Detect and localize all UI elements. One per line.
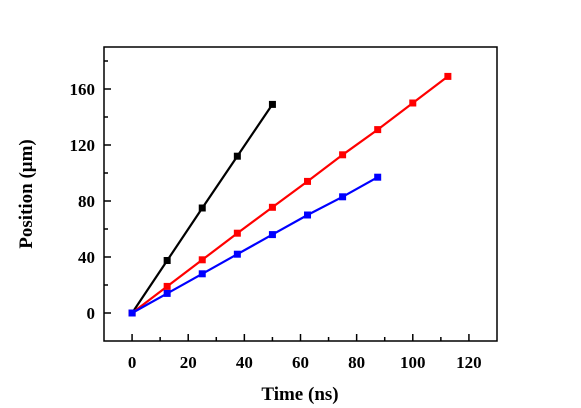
x-tick-label-2: 40 <box>236 353 253 372</box>
data-point <box>163 257 171 264</box>
x-tick-label-0: 0 <box>128 353 137 372</box>
data-point <box>198 270 206 278</box>
series-2 <box>128 173 382 317</box>
data-point <box>198 256 206 264</box>
y-tick-label-4: 160 <box>70 80 96 99</box>
series-line-2 <box>131 176 379 314</box>
data-point <box>268 100 276 108</box>
x-tick-label-1: 20 <box>180 353 197 372</box>
y-tick-label-2: 80 <box>78 192 95 211</box>
x-tick-label-5: 100 <box>400 353 426 372</box>
data-point <box>163 282 171 290</box>
data-point <box>233 229 241 237</box>
y-axis: 0 40 80 120 160 <box>70 60 111 323</box>
data-point <box>374 173 382 181</box>
y-tick-label-3: 120 <box>70 136 96 155</box>
x-axis: 0 20 40 60 80 100 120 <box>128 334 482 372</box>
y-axis-title: Position (μm) <box>16 139 37 248</box>
data-point <box>444 72 452 80</box>
y-tick-label-1: 40 <box>78 248 95 267</box>
series-line-1 <box>131 75 449 314</box>
series-0 <box>128 100 276 317</box>
data-point <box>233 250 241 258</box>
data-point <box>198 204 206 212</box>
data-point <box>339 193 347 201</box>
series-1 <box>128 72 452 317</box>
data-point <box>128 309 136 317</box>
x-axis-title: Time (ns) <box>261 384 338 405</box>
data-point <box>233 152 241 160</box>
series-layer <box>128 72 452 317</box>
data-point <box>409 99 417 107</box>
data-point <box>339 151 347 159</box>
x-tick-label-3: 60 <box>292 353 309 372</box>
data-point <box>304 211 312 219</box>
y-tick-label-0: 0 <box>87 304 96 323</box>
data-point <box>268 231 276 239</box>
data-point <box>304 177 312 185</box>
data-point <box>268 203 276 211</box>
x-tick-label-6: 120 <box>456 353 482 372</box>
data-point <box>163 289 171 297</box>
data-point <box>374 126 382 134</box>
x-tick-label-4: 80 <box>348 353 365 372</box>
